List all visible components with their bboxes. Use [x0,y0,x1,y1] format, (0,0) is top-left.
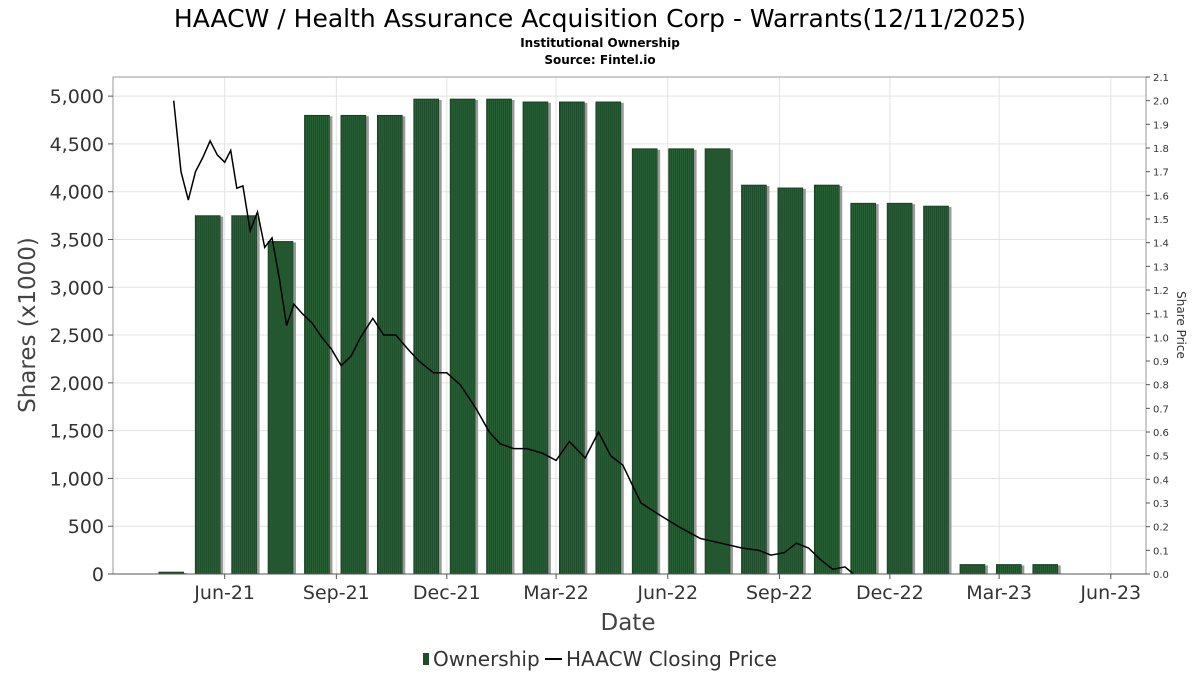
y-axis-ticks: 0 500 1,000 1,500 2,000 2,500 3,000 3,500 4,000 4… [50,86,113,586]
x-tick-label: Jun-22 [636,582,698,604]
y2-tick-label: 0.7 [1153,404,1169,415]
y2-tick-label: 1.7 [1153,168,1169,179]
y2-tick-label: 0.8 [1153,381,1169,392]
y-tick-label: 0 [92,564,104,586]
y-tick-label: 3,500 [50,229,104,251]
price-line-layer [172,100,854,575]
y2-tick-label: 1.3 [1153,262,1169,273]
y-tick-label: 1,000 [50,468,104,490]
y2-tick-label: 1.9 [1153,120,1169,131]
y-tick-label: 500 [68,516,104,538]
chart-source: Source: Fintel.io [544,53,655,67]
x-tick-label: Mar-22 [523,582,589,604]
chart-subtitle: Institutional Ownership [520,36,680,50]
legend-price-label: HAACW Closing Price [566,647,777,671]
x-axis-title: Date [601,610,656,636]
y2-axis-title: Share Price [1174,291,1188,359]
y2-tick-label: 0.1 [1153,546,1169,557]
y2-tick-label: 1.1 [1153,310,1169,321]
y2-tick-label: 1.8 [1153,144,1169,155]
y2-tick-label: 0.6 [1153,428,1169,439]
y-tick-label: 4,500 [50,134,104,156]
y-tick-label: 4,000 [50,182,104,204]
y-tick-label: 2,000 [50,373,104,395]
y2-tick-label: 0.0 [1153,570,1169,581]
y2-tick-label: 1.5 [1153,215,1169,226]
y2-axis-ticks: 0.0 0.1 0.2 0.3 0.4 0.5 0.6 0.7 0.8 0.9 1.0 1.1 1.2 1… [1146,73,1169,581]
y2-tick-label: 1.4 [1153,239,1169,250]
y-tick-label: 2,500 [50,325,104,347]
x-axis-ticks: Jun-21 Sep-21 Dec-21 Mar-22 Jun-22 Sep-22 Dec-… [193,574,1141,604]
x-tick-label: Dec-21 [413,582,481,604]
legend: Ownership HAACW Closing Price [423,647,777,671]
y2-tick-label: 1.6 [1153,191,1169,202]
y2-tick-label: 1.2 [1153,286,1169,297]
x-tick-label: Dec-22 [856,582,924,604]
y2-tick-label: 2.1 [1153,73,1169,84]
y2-tick-label: 0.2 [1153,523,1169,534]
x-tick-label: Jun-21 [193,582,255,604]
y2-tick-label: 2.0 [1153,97,1169,108]
y-tick-label: 3,000 [50,277,104,299]
legend-ownership-swatch [423,653,429,665]
y2-tick-label: 0.5 [1153,452,1169,463]
bars [158,98,1061,575]
x-tick-label: Jun-23 [1079,582,1141,604]
y-tick-label: 1,500 [50,421,104,443]
y-axis-title: Shares (x1000) [15,237,41,413]
x-tick-label: Mar-23 [966,582,1032,604]
y2-tick-label: 0.9 [1153,357,1169,368]
y2-tick-label: 0.4 [1153,475,1169,486]
y2-tick-label: 0.3 [1153,499,1169,510]
chart-title: HAACW / Health Assurance Acquisition Cor… [174,4,1026,33]
price-line [172,100,854,575]
y2-tick-label: 1.0 [1153,333,1169,344]
legend-ownership-label: Ownership [433,647,540,671]
x-tick-label: Sep-21 [303,582,370,604]
y-tick-label: 5,000 [50,86,104,108]
x-tick-label: Sep-22 [746,582,813,604]
